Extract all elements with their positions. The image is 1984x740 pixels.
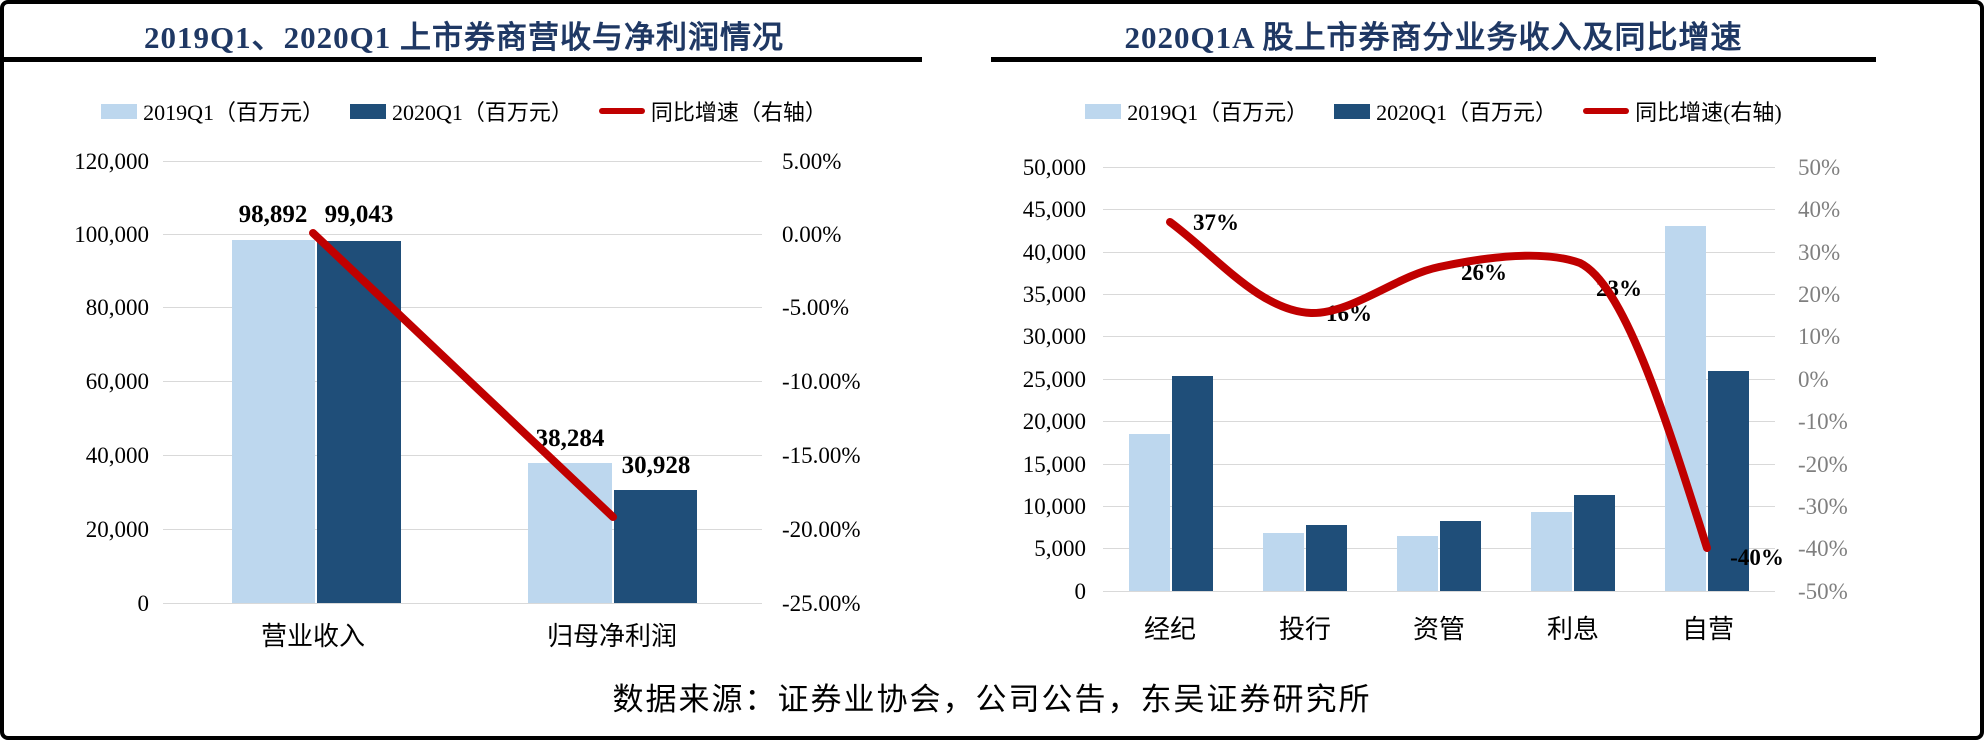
legend-line-swatch [1583, 108, 1630, 114]
y2-axis-tick: -15.00% [782, 443, 861, 468]
gridline [163, 529, 762, 530]
legend-swatch-2020 [349, 103, 386, 119]
category-label: 利息 [1546, 615, 1599, 644]
y2-axis-tick: -10.00% [782, 369, 861, 394]
bar-2019-assetmgmt [1397, 536, 1438, 591]
legend-label-2019: 2019Q1（百万元） [143, 100, 324, 125]
y2-axis-tick: -5.00% [782, 295, 850, 320]
gridline [163, 161, 762, 162]
growth-label: 26% [1461, 260, 1507, 285]
y2-axis-tick: -10% [1798, 409, 1848, 434]
source-note: 数据来源：证券业协会，公司公告，东吴证券研究所 [612, 682, 1372, 717]
y-axis-tick: 0 [137, 591, 150, 616]
y2-axis-tick: 5.00% [782, 149, 842, 174]
gridline [163, 234, 762, 235]
y-axis-tick: 40,000 [1022, 240, 1086, 265]
growth-label: 23% [1596, 276, 1642, 301]
y-axis-tick: 45,000 [1022, 197, 1086, 222]
y-axis-tick: 40,000 [85, 443, 149, 468]
y-axis-tick: 0 [1074, 579, 1087, 604]
bar-2020-revenue [317, 241, 401, 603]
bar-value-label: 38,284 [535, 425, 605, 452]
y2-axis-tick: 50% [1798, 155, 1841, 180]
gridline [1103, 591, 1775, 592]
y-axis-tick: 30,000 [1022, 324, 1086, 349]
y2-axis-tick: 0.00% [782, 222, 842, 247]
category-label: 营业收入 [260, 622, 365, 651]
legend-swatch-2020 [1334, 103, 1371, 119]
y-axis-tick: 10,000 [1022, 494, 1086, 519]
y-axis-tick: 20,000 [1022, 409, 1086, 434]
bar-2019-brokerage [1129, 434, 1170, 591]
y-axis-tick: 20,000 [85, 517, 149, 542]
bar-2019-interest [1531, 512, 1572, 591]
y-axis-tick: 60,000 [85, 369, 149, 394]
y2-axis-tick: -20.00% [782, 517, 861, 542]
gridline [1103, 209, 1775, 210]
category-label: 资管 [1412, 615, 1465, 644]
category-label: 归母净利润 [546, 622, 677, 651]
legend-swatch-2019 [1085, 103, 1122, 119]
y2-axis-tick: 40% [1798, 197, 1841, 222]
legend-swatch-2019 [101, 103, 138, 119]
legend-label-2020: 2020Q1（百万元） [1376, 100, 1558, 125]
bar-2019-revenue [232, 240, 315, 603]
right-chart-legend: 2019Q1（百万元） 2020Q1（百万元） 同比增速(右轴) [991, 96, 1876, 126]
right-chart-title: 2020Q1A 股上市券商分业务收入及同比增速 [1124, 20, 1743, 55]
y-axis-tick: 80,000 [85, 295, 149, 320]
legend-label-2019: 2019Q1（百万元） [1127, 100, 1309, 125]
bar-2020-brokerage [1172, 376, 1213, 591]
legend-label-growth: 同比增速(右轴) [1635, 100, 1782, 125]
y2-axis-tick: 10% [1798, 324, 1841, 349]
growth-label: 37% [1193, 210, 1239, 235]
legend-label-growth: 同比增速（右轴） [650, 100, 827, 125]
bar-2020-assetmgmt [1440, 521, 1481, 591]
y2-axis-tick: 0% [1798, 367, 1829, 392]
category-label: 自营 [1681, 615, 1734, 644]
y-axis-tick: 50,000 [1022, 155, 1086, 180]
legend-line-swatch [598, 108, 645, 114]
y2-axis-tick: -50% [1798, 579, 1848, 604]
left-title-underline [4, 57, 922, 62]
y-axis-tick: 100,000 [74, 222, 149, 247]
y2-axis-tick: -30% [1798, 494, 1848, 519]
y-axis-tick: 25,000 [1022, 367, 1086, 392]
left-chart-title: 2019Q1、2020Q1 上市券商营收与净利润情况 [144, 20, 784, 55]
category-label: 投行 [1278, 615, 1331, 644]
y-axis-tick: 120,000 [74, 149, 149, 174]
legend-label-2020: 2020Q1（百万元） [391, 100, 573, 125]
y2-axis-tick: 30% [1798, 240, 1841, 265]
category-label: 经纪 [1143, 615, 1196, 644]
growth-label: 16% [1326, 301, 1372, 326]
growth-label: -40% [1730, 545, 1784, 570]
bar-2020-proprietary [1708, 371, 1749, 591]
bar-2020-netprofit [614, 490, 697, 603]
y-axis-tick: 35,000 [1022, 282, 1086, 307]
bar-2019-netprofit [528, 463, 612, 603]
bar-value-label: 30,928 [621, 452, 691, 479]
bar-value-label: 99,043 [324, 201, 394, 228]
y-axis-tick: 15,000 [1022, 452, 1086, 477]
right-title-underline [991, 57, 1876, 62]
bar-value-label: 98,892 [238, 201, 308, 228]
bar-2019-ibanking [1263, 533, 1304, 591]
y2-axis-tick: -40% [1798, 536, 1848, 561]
y2-axis-tick: -20% [1798, 452, 1848, 477]
bar-2020-interest [1574, 495, 1615, 591]
y-axis-tick: 5,000 [1034, 536, 1086, 561]
gridline [163, 603, 762, 604]
y2-axis-tick: 20% [1798, 282, 1841, 307]
y2-axis-tick: -25.00% [782, 591, 861, 616]
bar-2020-ibanking [1306, 525, 1347, 591]
left-chart-legend: 2019Q1（百万元） 2020Q1（百万元） 同比增速（右轴） [8, 96, 920, 126]
gridline [1103, 167, 1775, 168]
